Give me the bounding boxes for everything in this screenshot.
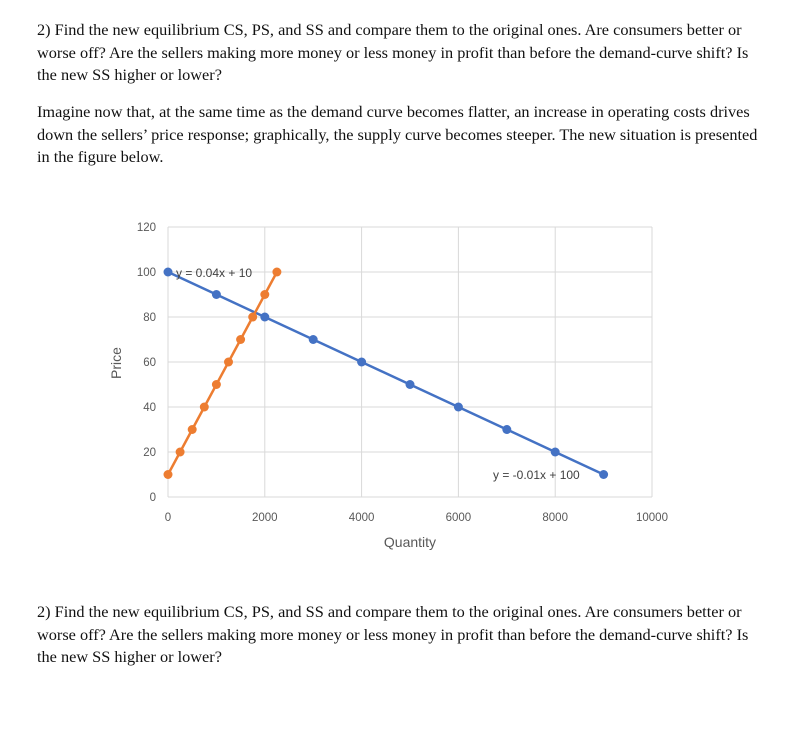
series: [163, 267, 609, 479]
x-tick-label: 4000: [349, 512, 375, 524]
demand-point: [163, 267, 173, 277]
y-tick-labels: 0 20 40 60 80 100 120: [137, 222, 156, 504]
y-tick-label: 0: [150, 492, 156, 504]
supply-point: [236, 335, 246, 344]
supply-demand-chart: 0 20 40 60 80 100 120 0 2000 4000 6000 8000 10000 P…: [108, 222, 668, 550]
demand-point: [453, 402, 463, 412]
supply-point: [260, 290, 270, 299]
question-top: 2) Find the new equilibrium CS, PS, and …: [37, 20, 749, 84]
y-tick-label: 60: [143, 357, 156, 369]
question-bottom: 2) Find the new equilibrium CS, PS, and …: [37, 602, 749, 666]
x-tick-label: 6000: [446, 512, 472, 524]
demand-point: [357, 357, 367, 367]
supply-trendline-label: y = 0.04x + 10: [176, 266, 252, 280]
supply-point: [175, 447, 185, 457]
demand-point: [502, 425, 512, 434]
y-tick-label: 120: [137, 222, 156, 234]
demand-point: [405, 380, 415, 389]
supply-point: [211, 380, 221, 389]
supply-point: [248, 312, 258, 322]
x-tick-label: 2000: [252, 512, 278, 524]
demand-point: [308, 335, 318, 344]
x-axis-label: Quantity: [384, 534, 436, 550]
supply-point: [199, 402, 209, 412]
y-tick-label: 20: [143, 447, 156, 459]
supply-line: [166, 271, 279, 476]
demand-point: [211, 290, 221, 299]
supply-point: [224, 357, 233, 367]
demand-trendline-label: y = -0.01x + 100: [493, 468, 580, 482]
y-tick-label: 80: [143, 312, 156, 324]
supply-point: [163, 470, 173, 479]
demand-line: [167, 270, 605, 476]
y-tick-label: 40: [143, 402, 156, 414]
x-tick-label: 8000: [542, 512, 568, 524]
x-tick-labels: 0 2000 4000 6000 8000 10000: [165, 512, 668, 524]
y-axis-label: Price: [108, 347, 124, 379]
x-tick-label: 10000: [636, 512, 668, 524]
supply-point: [272, 267, 282, 277]
scenario-text: Imagine now that, at the same time as th…: [37, 102, 758, 166]
demand-point: [260, 312, 270, 322]
supply-point: [187, 425, 197, 434]
demand-point: [599, 470, 609, 479]
x-tick-label: 0: [165, 512, 171, 524]
demand-point: [550, 447, 560, 457]
grid: [167, 226, 653, 498]
y-tick-label: 100: [137, 267, 156, 279]
